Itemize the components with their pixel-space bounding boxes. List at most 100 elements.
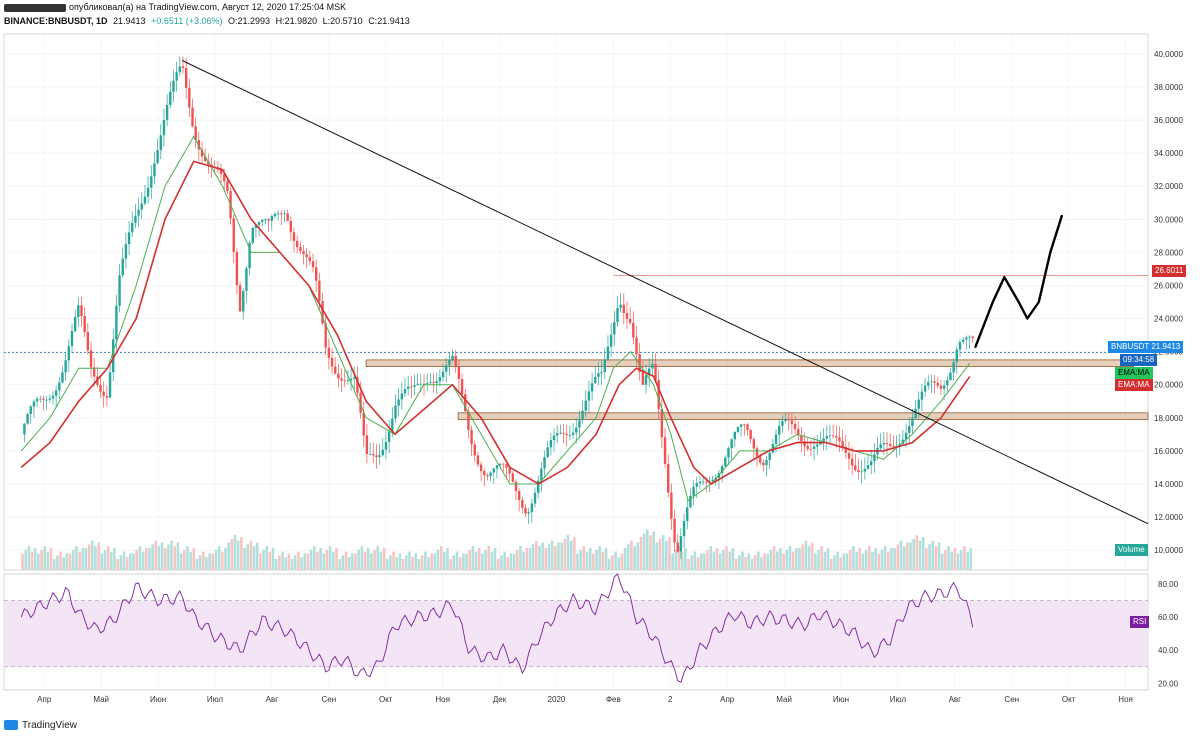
volume-bar bbox=[864, 549, 868, 570]
publish-text: опубликовал(а) на TradingView.com, Авгус… bbox=[69, 2, 347, 12]
candle-body bbox=[486, 475, 489, 477]
volume-bar bbox=[113, 548, 116, 570]
volume-bar bbox=[94, 546, 97, 570]
volume-bar bbox=[243, 548, 246, 570]
volume-bar bbox=[687, 559, 690, 570]
volume-bar bbox=[592, 553, 595, 570]
candle-body bbox=[698, 481, 702, 484]
candle-body bbox=[479, 464, 483, 472]
ema-fast-badge: EMA:MA bbox=[1115, 367, 1153, 379]
candle-body bbox=[150, 176, 153, 188]
volume-bar bbox=[379, 551, 383, 570]
volume-bar bbox=[290, 559, 294, 570]
volume-bar bbox=[360, 546, 364, 570]
volume-bar bbox=[861, 553, 865, 570]
volume-bar bbox=[420, 555, 424, 570]
candle-body bbox=[384, 441, 388, 450]
volume-bar bbox=[97, 542, 100, 570]
candle-body bbox=[445, 365, 448, 372]
volume-bar bbox=[319, 548, 322, 570]
candle-body bbox=[803, 441, 806, 447]
volume-bar bbox=[392, 551, 395, 570]
candle-body bbox=[584, 400, 587, 411]
candle-body bbox=[850, 458, 854, 466]
candle-body bbox=[343, 380, 346, 382]
candle-body bbox=[565, 433, 568, 436]
candle-body bbox=[460, 378, 464, 395]
candle-body bbox=[280, 213, 283, 215]
candle-body bbox=[67, 346, 71, 361]
volume-bar bbox=[284, 557, 288, 570]
volume-bar bbox=[639, 537, 643, 570]
volume-bar bbox=[78, 551, 81, 570]
rsi-badge: RSI bbox=[1130, 616, 1150, 628]
last-price: 21.9413 bbox=[113, 16, 146, 26]
volume-bar bbox=[192, 548, 196, 570]
candle-body bbox=[552, 435, 556, 441]
candle-body bbox=[387, 431, 391, 442]
candle-body bbox=[108, 372, 112, 398]
volume-bar bbox=[176, 542, 180, 570]
countdown-badge: 09:34:58 bbox=[1120, 354, 1158, 366]
volume-bar bbox=[826, 548, 830, 570]
volume-bar bbox=[804, 540, 808, 570]
symbol-line: BINANCE:BNBUSDT, 1D 21.9413 +0.6511 (+3.… bbox=[4, 16, 413, 26]
price-tick-label: 32.0000 bbox=[1154, 182, 1183, 191]
time-tick-label: Фев bbox=[606, 695, 621, 704]
candle-body bbox=[391, 418, 394, 432]
candle-body bbox=[920, 391, 924, 400]
ema-slow-badge: EMA:MA bbox=[1115, 379, 1153, 391]
candle-body bbox=[422, 383, 426, 385]
candle-body bbox=[143, 196, 147, 204]
volume-bar bbox=[734, 559, 738, 570]
volume-bar bbox=[303, 553, 307, 570]
candle-body bbox=[99, 385, 102, 392]
candle-body bbox=[616, 307, 619, 323]
price-tick-label: 26.0000 bbox=[1154, 281, 1183, 290]
volume-bar bbox=[585, 551, 589, 570]
candle-body bbox=[39, 398, 42, 400]
volume-bar bbox=[306, 553, 310, 570]
volume-bar bbox=[715, 548, 719, 570]
candle-body bbox=[498, 463, 502, 466]
volume-bar bbox=[563, 538, 567, 570]
volume-bar bbox=[554, 546, 557, 570]
volume-bar bbox=[366, 548, 370, 570]
volume-bar bbox=[877, 553, 881, 570]
volume-bar bbox=[522, 551, 525, 570]
candle-body bbox=[774, 434, 778, 444]
volume-bar bbox=[268, 551, 272, 570]
price-tick-label: 20.0000 bbox=[1154, 381, 1183, 390]
volume-bar bbox=[465, 553, 468, 570]
candle-body bbox=[895, 445, 898, 447]
candle-body bbox=[64, 360, 67, 373]
time-tick-label: Дек bbox=[493, 695, 507, 704]
candle-body bbox=[822, 438, 825, 442]
candle-body bbox=[543, 456, 546, 469]
volume-bar bbox=[842, 553, 846, 570]
footer: TradingView bbox=[4, 717, 77, 733]
candle-body bbox=[632, 322, 635, 338]
candle-body bbox=[251, 227, 254, 243]
candle-body bbox=[153, 163, 156, 177]
volume-bar bbox=[950, 551, 954, 570]
symbol-name[interactable]: BINANCE:BNBUSDT, 1D bbox=[4, 16, 108, 26]
volume-bar bbox=[874, 548, 877, 570]
candle-body bbox=[889, 444, 892, 446]
brand-name[interactable]: TradingView bbox=[22, 719, 78, 731]
volume-bar bbox=[931, 540, 935, 570]
rsi-band-fill bbox=[4, 600, 1148, 667]
volume-bar bbox=[408, 551, 411, 570]
volume-bar bbox=[912, 538, 915, 570]
volume-bar bbox=[785, 549, 789, 570]
candle-body bbox=[590, 383, 594, 392]
volume-bar bbox=[500, 555, 503, 570]
volume-bar bbox=[817, 549, 820, 570]
volume-bar bbox=[750, 559, 754, 570]
volume-bar bbox=[135, 549, 138, 570]
volume-bar bbox=[506, 557, 510, 570]
volume-bar bbox=[100, 553, 104, 570]
volume-bar bbox=[205, 557, 208, 570]
candle-body bbox=[828, 435, 832, 437]
